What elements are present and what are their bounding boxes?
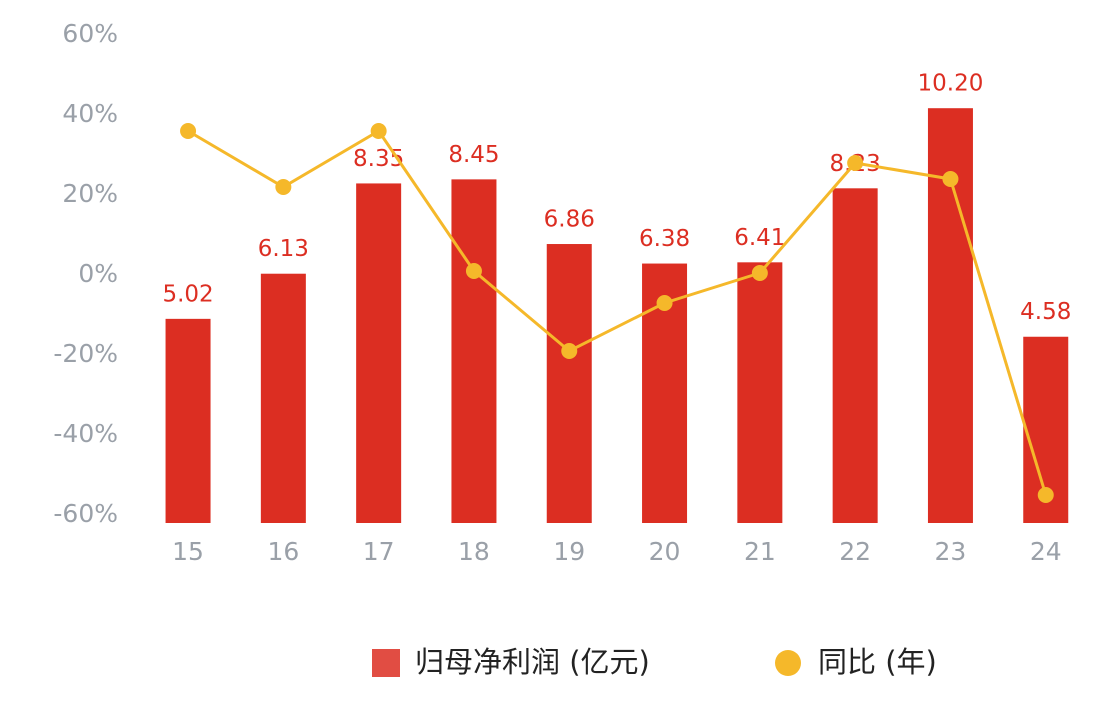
line-point [370, 123, 387, 139]
x-tick-label: 18 [458, 537, 490, 566]
data-label: 10.20 [918, 71, 984, 97]
y-tick-label: -20% [53, 339, 118, 368]
line-point [275, 179, 292, 195]
bar [927, 108, 973, 523]
x-tick-label: 20 [649, 537, 681, 566]
y-tick-label: -40% [53, 419, 118, 448]
line [187, 128, 1048, 496]
x-tick-label: 24 [1030, 537, 1062, 566]
bar [451, 179, 497, 523]
y-tick-label: 0% [78, 259, 118, 288]
y-tick-label: 40% [62, 99, 118, 128]
bar [737, 262, 783, 523]
line-point [751, 265, 768, 281]
bar [165, 318, 211, 523]
bar [356, 183, 402, 523]
y-tick-label: -60% [53, 499, 118, 528]
legend-label: 同比 (年) [818, 645, 937, 679]
bar [832, 188, 878, 523]
y-tick-label: 60% [62, 19, 118, 48]
data-label: 4.58 [1020, 299, 1071, 325]
data-label: 8.45 [448, 142, 499, 168]
line-point [1037, 487, 1054, 503]
x-tick-label: 17 [363, 537, 395, 566]
line-point [465, 263, 482, 279]
x-tick-label: 23 [935, 537, 967, 566]
legend-swatch [372, 649, 400, 677]
line-point [180, 123, 197, 139]
x-tick-label: 21 [744, 537, 776, 566]
bar [260, 273, 306, 523]
data-label: 8.35 [353, 146, 404, 172]
data-label: 6.13 [258, 236, 309, 262]
line-point [942, 171, 959, 187]
line-point [656, 295, 673, 311]
line-point [561, 343, 578, 359]
data-label: 6.41 [734, 225, 785, 251]
legend-swatch [775, 650, 801, 676]
data-label: 5.02 [162, 281, 213, 307]
x-tick-label: 16 [267, 537, 299, 566]
legend-label: 归母净利润 (亿元) [415, 645, 650, 679]
x-tick-label: 19 [553, 537, 585, 566]
y-tick-label: 20% [62, 179, 118, 208]
line-point [847, 155, 864, 171]
data-label: 6.86 [544, 207, 595, 233]
bar [546, 244, 592, 523]
x-tick-label: 22 [839, 537, 871, 566]
x-tick-label: 15 [172, 537, 204, 566]
data-label: 6.38 [639, 226, 690, 252]
